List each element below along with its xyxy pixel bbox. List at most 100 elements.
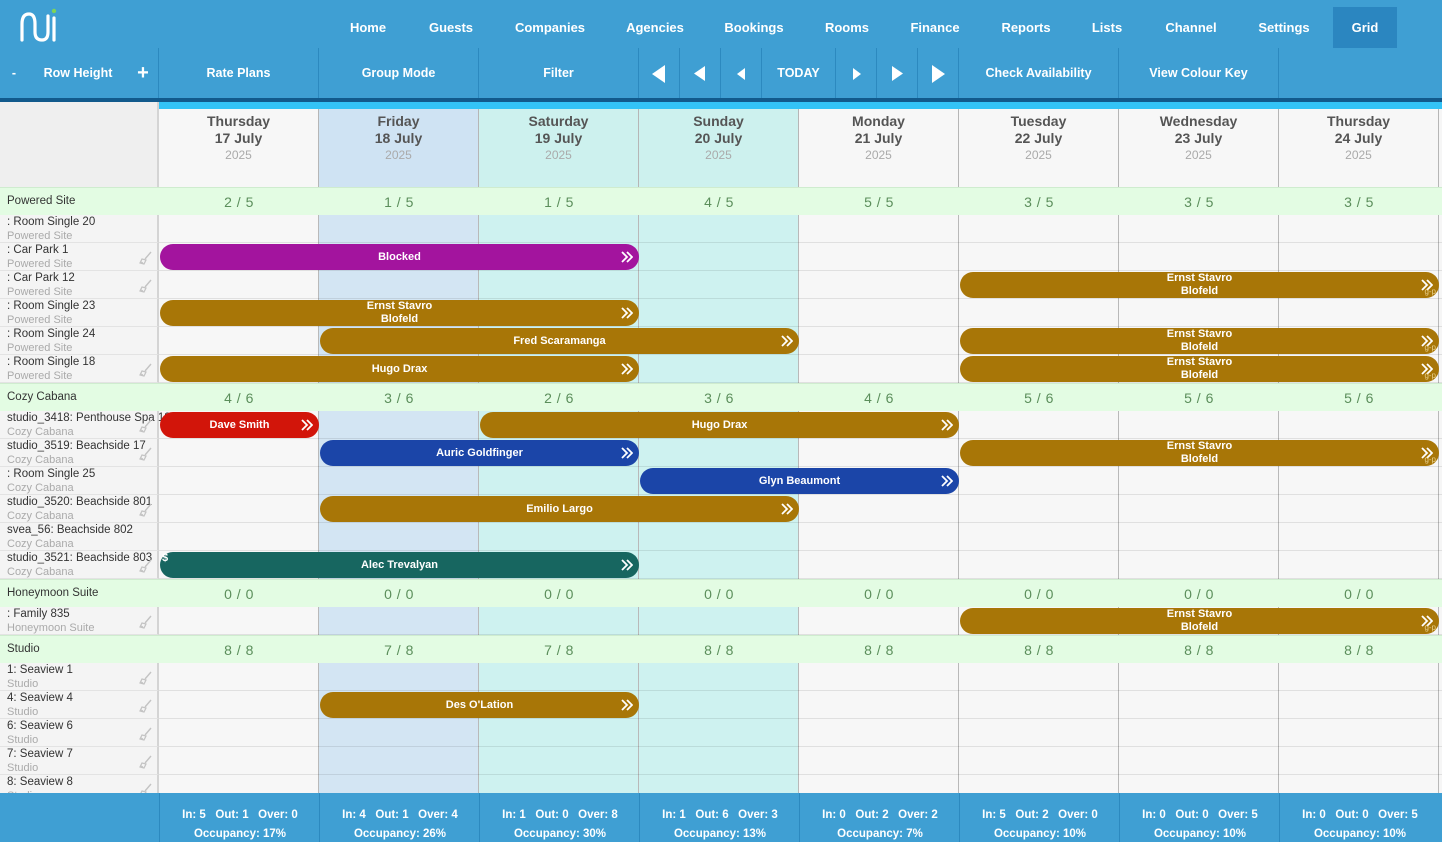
availability-count: 1 / 5 [544,194,574,210]
group-booking-marker: g-p [1424,455,1436,464]
nav-lists[interactable]: Lists [1091,20,1123,35]
day-header[interactable]: Wednesday 23 July 2025 [1119,109,1279,187]
check-availability-button[interactable]: Check Availability [959,48,1119,98]
broom-icon[interactable] [139,615,153,629]
double-chevron-right-icon [1421,446,1434,460]
nav-companies[interactable]: Companies [514,20,586,35]
room-label[interactable]: : Room Single 25 Cozy Cabana [0,467,159,495]
availability-count: 5 / 5 [864,194,894,210]
booking-bar[interactable]: Ernst Stavro Blofeld g-p [960,272,1439,298]
room-label[interactable]: : Room Single 23 Powered Site [0,299,159,327]
day-header[interactable]: Tuesday 22 July 2025 [959,109,1119,187]
room-label[interactable]: : Room Single 18 Powered Site [0,355,159,383]
toolbar: - Row Height + Rate Plans Group Mode Fil… [0,48,1442,98]
booking-bar[interactable]: Fred Scaramanga [320,328,799,354]
broom-icon[interactable] [139,447,153,461]
booking-bar[interactable]: Hugo Drax [480,412,959,438]
booking-bar[interactable]: Ernst Stavro Blofeld g-p [960,328,1439,354]
booking-bar[interactable]: Ernst Stavro Blofeld g-p [960,608,1439,634]
booking-bar[interactable]: Dave Smith [160,412,319,438]
broom-icon[interactable] [139,727,153,741]
day-name: Thursday [206,113,270,129]
double-chevron-right-icon [621,446,634,460]
double-chevron-right-icon [941,474,954,488]
nav-grid[interactable]: Grid [1333,7,1397,48]
room-label[interactable]: : Car Park 12 Powered Site [0,271,159,299]
booking-bar[interactable]: Alec Trevalyan $ [160,552,639,578]
broom-icon[interactable] [139,671,153,685]
increase-row-height-button[interactable]: + [128,48,159,98]
room-label[interactable]: : Room Single 24 Powered Site [0,327,159,355]
header-divider [0,98,1442,102]
day-header[interactable]: Thursday 24 July 2025 [1279,109,1439,187]
broom-icon[interactable] [139,503,153,517]
today-button[interactable]: TODAY [762,48,836,98]
availability-count: 8 / 8 [1184,642,1214,658]
booking-bar[interactable]: Blocked [160,244,639,270]
nav-reports[interactable]: Reports [1001,20,1051,35]
back-month-button[interactable] [639,48,680,98]
forward-day-button[interactable] [836,48,877,98]
day-header[interactable]: Friday 18 July 2025 [319,109,479,187]
broom-icon[interactable] [139,251,153,265]
day-header[interactable]: Thursday 17 July 2025 [159,109,319,187]
room-label[interactable]: studio_3519: Beachside 17 Cozy Cabana [0,439,159,467]
row-divider [159,326,1442,327]
view-colour-key-button[interactable]: View Colour Key [1119,48,1279,98]
nav-agencies[interactable]: Agencies [626,20,684,35]
room-label[interactable]: studio_3418: Penthouse Spa 18 Cozy Cabana [0,411,171,439]
logo[interactable] [14,4,64,44]
availability-count: 5 / 6 [1184,390,1214,406]
broom-icon[interactable] [139,363,153,377]
broom-icon[interactable] [139,755,153,769]
broom-icon[interactable] [139,419,153,433]
day-summary: In: 0 Out: 2 Over: 2 Occupancy: 7% [799,793,959,842]
nav-rooms[interactable]: Rooms [824,20,870,35]
booking-bar[interactable]: Glyn Beaumont [640,468,959,494]
nav-guests[interactable]: Guests [428,20,474,35]
nav-home[interactable]: Home [349,20,387,35]
back-day-button[interactable] [721,48,762,98]
day-header[interactable]: Monday 21 July 2025 [799,109,959,187]
room-label[interactable]: 1: Seaview 1 Studio [0,663,159,691]
nav-settings[interactable]: Settings [1258,20,1310,35]
booking-bar[interactable]: Emilio Largo [320,496,799,522]
room-label[interactable]: studio_3520: Beachside 801 Cozy Cabana [0,495,159,523]
forward-week-button[interactable] [877,48,918,98]
booking-guest-name: Ernst Stavro Blofeld [1166,272,1233,297]
room-label[interactable]: studio_3521: Beachside 803 Cozy Cabana [0,551,159,579]
day-header[interactable]: Saturday 19 July 2025 [479,109,639,187]
room-label[interactable]: 4: Seaview 4 Studio [0,691,159,719]
availability-count: 0 / 0 [544,586,574,602]
availability-count: 0 / 0 [1344,586,1374,602]
broom-icon[interactable] [139,559,153,573]
group-mode-button[interactable]: Group Mode [319,48,479,98]
booking-bar[interactable]: Auric Goldfinger [320,440,639,466]
room-label[interactable]: : Family 835 Honeymoon Suite [0,607,159,635]
room-label[interactable]: 7: Seaview 7 Studio [0,747,159,775]
filter-button[interactable]: Filter [479,48,639,98]
day-header[interactable]: Sunday 20 July 2025 [639,109,799,187]
broom-icon[interactable] [139,279,153,293]
nav-finance[interactable]: Finance [910,20,960,35]
decrease-row-height-button[interactable]: - [11,66,17,80]
booking-bar[interactable]: Ernst Stavro Blofeld [160,300,639,326]
room-label[interactable]: : Car Park 1 Powered Site [0,243,159,271]
rate-plans-button[interactable]: Rate Plans [159,48,319,98]
back-week-button[interactable] [680,48,721,98]
room-type: Powered Site [7,286,73,298]
booking-bar[interactable]: Des O'Lation [320,692,639,718]
availability-count: 1 / 5 [384,194,414,210]
room-label[interactable]: : Room Single 20 Powered Site [0,215,159,243]
broom-icon[interactable] [139,699,153,713]
availability-count: 8 / 8 [1024,642,1054,658]
nav-channel[interactable]: Channel [1165,20,1217,35]
nav-bookings[interactable]: Bookings [724,20,784,35]
room-type: Cozy Cabana [7,426,74,438]
booking-bar[interactable]: Ernst Stavro Blofeld g-p [960,356,1439,382]
booking-bar[interactable]: Ernst Stavro Blofeld g-p [960,440,1439,466]
room-label[interactable]: svea_56: Beachside 802 Cozy Cabana [0,523,159,551]
room-label[interactable]: 6: Seaview 6 Studio [0,719,159,747]
forward-month-button[interactable] [918,48,959,98]
booking-bar[interactable]: Hugo Drax [160,356,639,382]
